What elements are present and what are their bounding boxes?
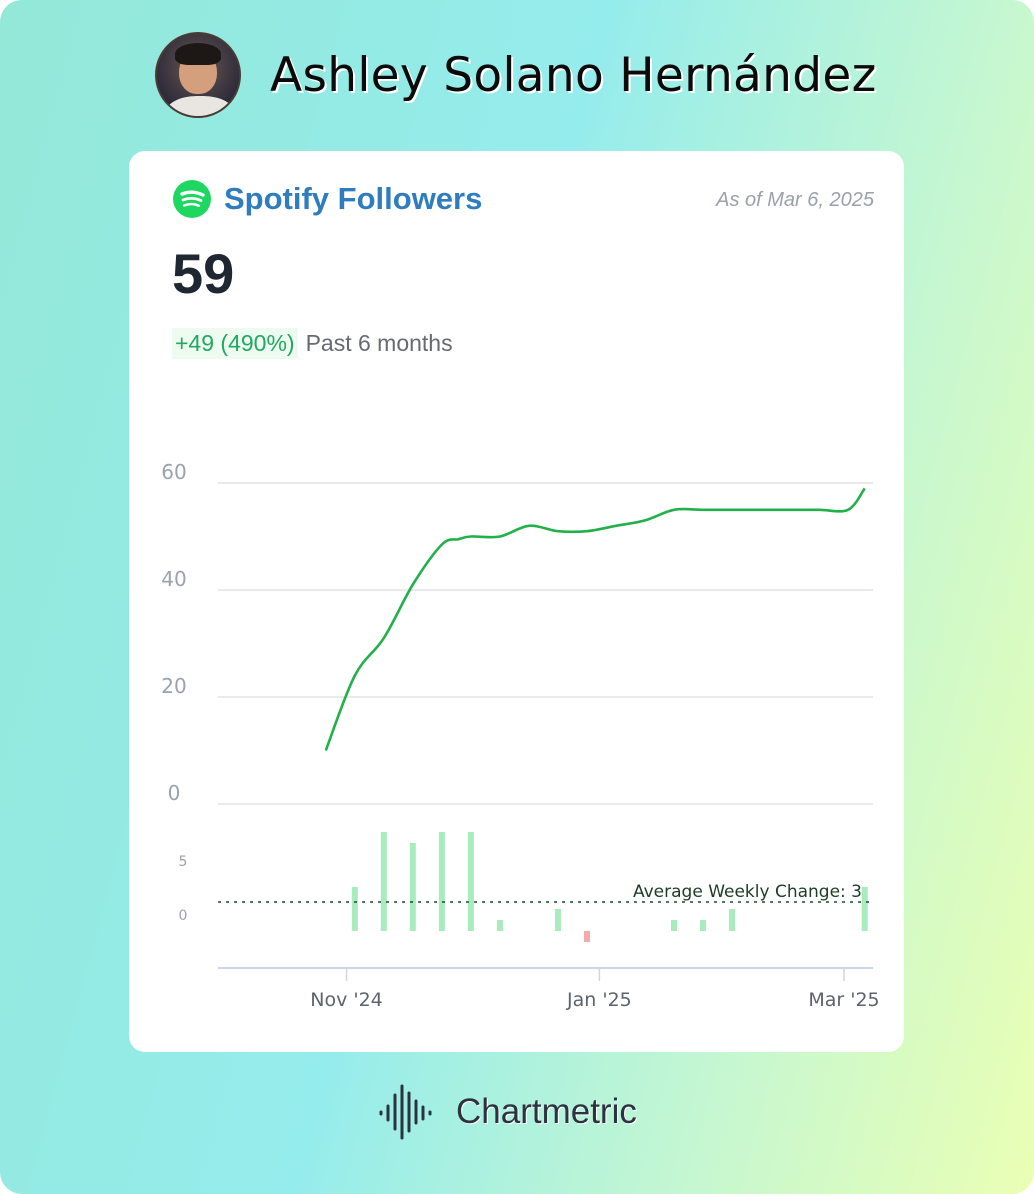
y-tick-label: 20 xyxy=(161,674,186,698)
x-tick-label: Mar '25 xyxy=(808,989,879,1011)
weekly-change-bar xyxy=(554,909,561,931)
weekly-change-bar xyxy=(351,887,358,931)
weekly-change-bar xyxy=(583,931,590,942)
followers-series-line xyxy=(324,487,866,751)
card-title-row: Spotify Followers xyxy=(172,179,482,219)
weekly-change-bar xyxy=(861,887,868,931)
x-tick-label: Nov '24 xyxy=(310,989,383,1011)
card-title: Spotify Followers xyxy=(224,181,483,216)
weekly-change-bar xyxy=(671,920,678,931)
artist-header: Ashley Solano Hernández xyxy=(155,30,877,120)
y-tick-label: 60 xyxy=(161,460,186,484)
weekly-change-bar xyxy=(729,909,736,931)
followers-chart: 0 20 40 60 0 5 Average Weekly Change: 3 Nov '24… xyxy=(161,460,879,1011)
as-of-date: As of Mar 6, 2025 xyxy=(716,189,874,211)
change-badge: +49 (490%) xyxy=(172,328,298,359)
followers-card: Spotify Followers As of Mar 6, 2025 59 +… xyxy=(129,151,904,1052)
weekly-change-bar xyxy=(438,832,445,931)
brand-footer: Chartmetric xyxy=(378,1082,637,1142)
weekly-change-bar xyxy=(700,920,707,931)
artist-avatar xyxy=(155,32,241,118)
x-tick-label: Jan '25 xyxy=(566,989,632,1011)
artist-name: Ashley Solano Hernández xyxy=(270,47,877,103)
brand-name: Chartmetric xyxy=(456,1092,637,1131)
bar-y-tick-label: 0 xyxy=(179,908,188,924)
follower-count: 59 xyxy=(172,242,235,305)
spotify-icon xyxy=(173,180,211,218)
weekly-change-bar xyxy=(380,832,387,931)
weekly-change-bar xyxy=(467,832,474,931)
bar-y-tick-label: 5 xyxy=(179,854,188,870)
y-tick-label: 40 xyxy=(161,567,186,591)
weekly-change-bar xyxy=(496,920,503,931)
weekly-change-bar xyxy=(409,843,416,931)
chartmetric-waveform-icon xyxy=(379,1084,432,1140)
change-period: Past 6 months xyxy=(305,330,453,356)
average-weekly-change-label: Average Weekly Change: 3 xyxy=(633,882,862,902)
change-row: +49 (490%) Past 6 months xyxy=(172,328,453,359)
y-tick-label: 0 xyxy=(168,781,181,805)
